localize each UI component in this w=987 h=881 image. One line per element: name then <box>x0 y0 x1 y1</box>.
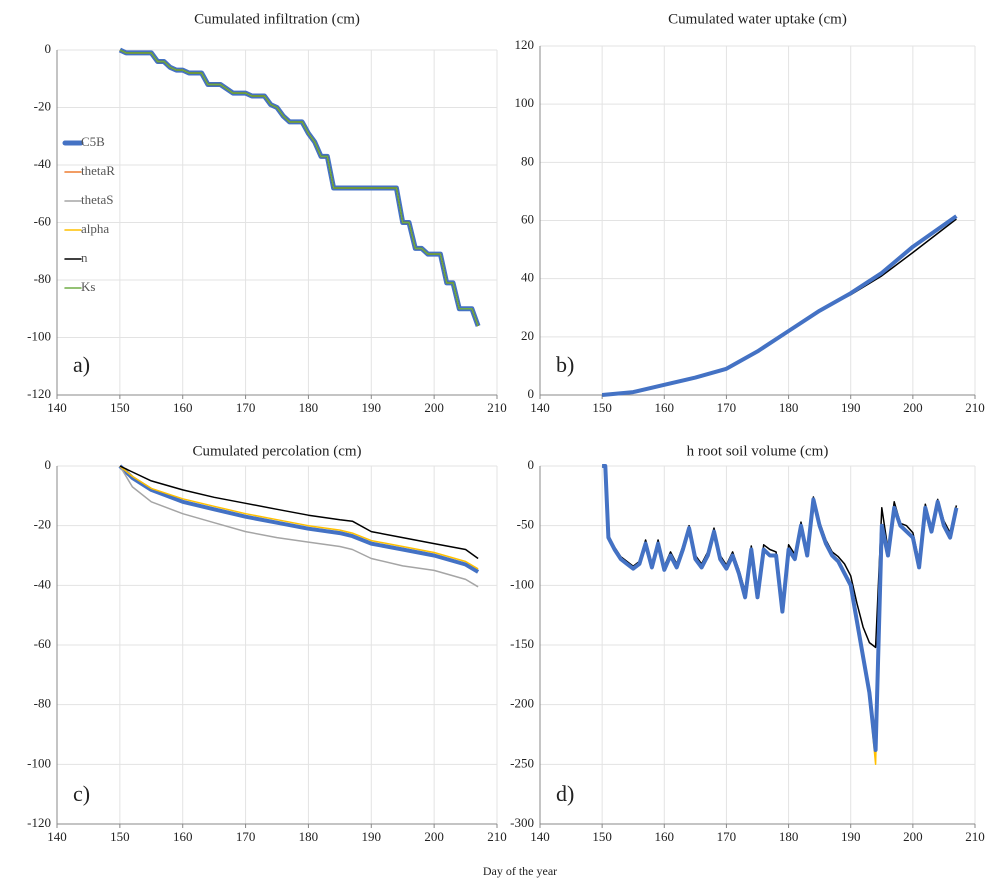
x-tick-label: 170 <box>236 829 256 844</box>
legend-label: thetaS <box>81 192 114 207</box>
series-line <box>602 218 957 396</box>
y-tick-label: 20 <box>521 328 534 343</box>
y-tick-label: -100 <box>27 755 51 770</box>
series-line <box>119 49 479 327</box>
y-tick-label: -60 <box>34 636 51 651</box>
x-tick-label: 150 <box>592 400 612 415</box>
y-tick-label: -20 <box>34 98 51 113</box>
y-tick-label: -20 <box>34 517 51 532</box>
x-tick-label: 170 <box>236 400 256 415</box>
x-tick-label: 190 <box>841 829 861 844</box>
y-tick-label: 0 <box>45 457 52 472</box>
y-tick-label: -40 <box>34 576 51 591</box>
x-tick-label: 140 <box>47 400 67 415</box>
x-tick-label: 150 <box>110 829 130 844</box>
y-tick-label: -50 <box>517 517 534 532</box>
x-tick-label: 180 <box>299 400 319 415</box>
y-tick-label: 0 <box>528 386 535 401</box>
chart-title: Cumulated infiltration (cm) <box>194 11 360 27</box>
x-tick-label: 210 <box>487 400 507 415</box>
y-tick-label: -60 <box>34 213 51 228</box>
x-tick-label: 160 <box>173 400 193 415</box>
series-line <box>118 47 481 327</box>
x-tick-label: 190 <box>362 829 382 844</box>
y-tick-label: 120 <box>515 37 535 52</box>
series-line <box>119 49 479 327</box>
y-tick-label: 0 <box>45 41 52 56</box>
x-tick-label: 160 <box>655 400 675 415</box>
x-tick-label: 140 <box>530 400 550 415</box>
legend-label: thetaR <box>81 163 115 178</box>
y-tick-label: 60 <box>521 211 534 226</box>
x-tick-label: 200 <box>903 829 923 844</box>
y-tick-label: 100 <box>515 95 535 110</box>
y-tick-label: 80 <box>521 153 534 168</box>
x-tick-label: 160 <box>173 829 193 844</box>
y-tick-label: -300 <box>510 815 534 830</box>
panel-label: d) <box>556 781 574 806</box>
series-line <box>119 465 479 560</box>
series-line <box>119 465 479 570</box>
chart-title: h root soil volume (cm) <box>687 443 829 459</box>
series-line <box>119 49 479 327</box>
x-tick-label: 200 <box>903 400 923 415</box>
series-line <box>119 49 479 327</box>
y-tick-label: -120 <box>27 815 51 830</box>
x-tick-label: 170 <box>717 829 737 844</box>
x-tick-label: 180 <box>779 829 799 844</box>
x-tick-label: 200 <box>424 829 444 844</box>
x-tick-label: 140 <box>530 829 550 844</box>
x-tick-label: 180 <box>299 829 319 844</box>
series-line <box>118 464 480 574</box>
y-tick-label: -80 <box>34 271 51 286</box>
legend-label: n <box>81 250 88 265</box>
x-tick-label: 160 <box>655 829 675 844</box>
chart-title: Cumulated percolation (cm) <box>192 443 361 459</box>
x-tick-label: 170 <box>717 400 737 415</box>
y-tick-label: -40 <box>34 156 51 171</box>
series-line <box>602 464 959 752</box>
legend-label: Ks <box>81 279 95 294</box>
y-tick-label: -200 <box>510 696 534 711</box>
x-tick-label: 190 <box>841 400 861 415</box>
y-tick-label: -120 <box>27 386 51 401</box>
y-tick-label: -150 <box>510 636 534 651</box>
series-line <box>119 49 479 327</box>
y-tick-label: 0 <box>528 457 535 472</box>
chart-title: Cumulated water uptake (cm) <box>668 11 847 27</box>
legend-label: C5B <box>81 134 105 149</box>
y-tick-label: -250 <box>510 755 534 770</box>
x-tick-label: 210 <box>965 829 985 844</box>
y-tick-label: 40 <box>521 270 534 285</box>
x-tick-label: 150 <box>110 400 130 415</box>
x-tick-label: 180 <box>779 400 799 415</box>
y-tick-label: -80 <box>34 696 51 711</box>
panel-label: a) <box>73 352 90 377</box>
x-tick-label: 210 <box>487 829 507 844</box>
x-tick-label: 150 <box>592 829 612 844</box>
series-line <box>602 465 958 766</box>
panel-label: b) <box>556 352 574 377</box>
series-line <box>119 465 479 588</box>
y-tick-label: -100 <box>510 576 534 591</box>
x-tick-label: 200 <box>424 400 444 415</box>
x-tick-label: 190 <box>362 400 382 415</box>
x-tick-label: 140 <box>47 829 67 844</box>
panel-label: c) <box>73 781 90 806</box>
series-line <box>601 214 958 397</box>
legend-label: alpha <box>81 221 109 236</box>
x-tick-label: 210 <box>965 400 985 415</box>
x-axis-label: Day of the year <box>483 864 557 878</box>
y-tick-label: -100 <box>27 328 51 343</box>
